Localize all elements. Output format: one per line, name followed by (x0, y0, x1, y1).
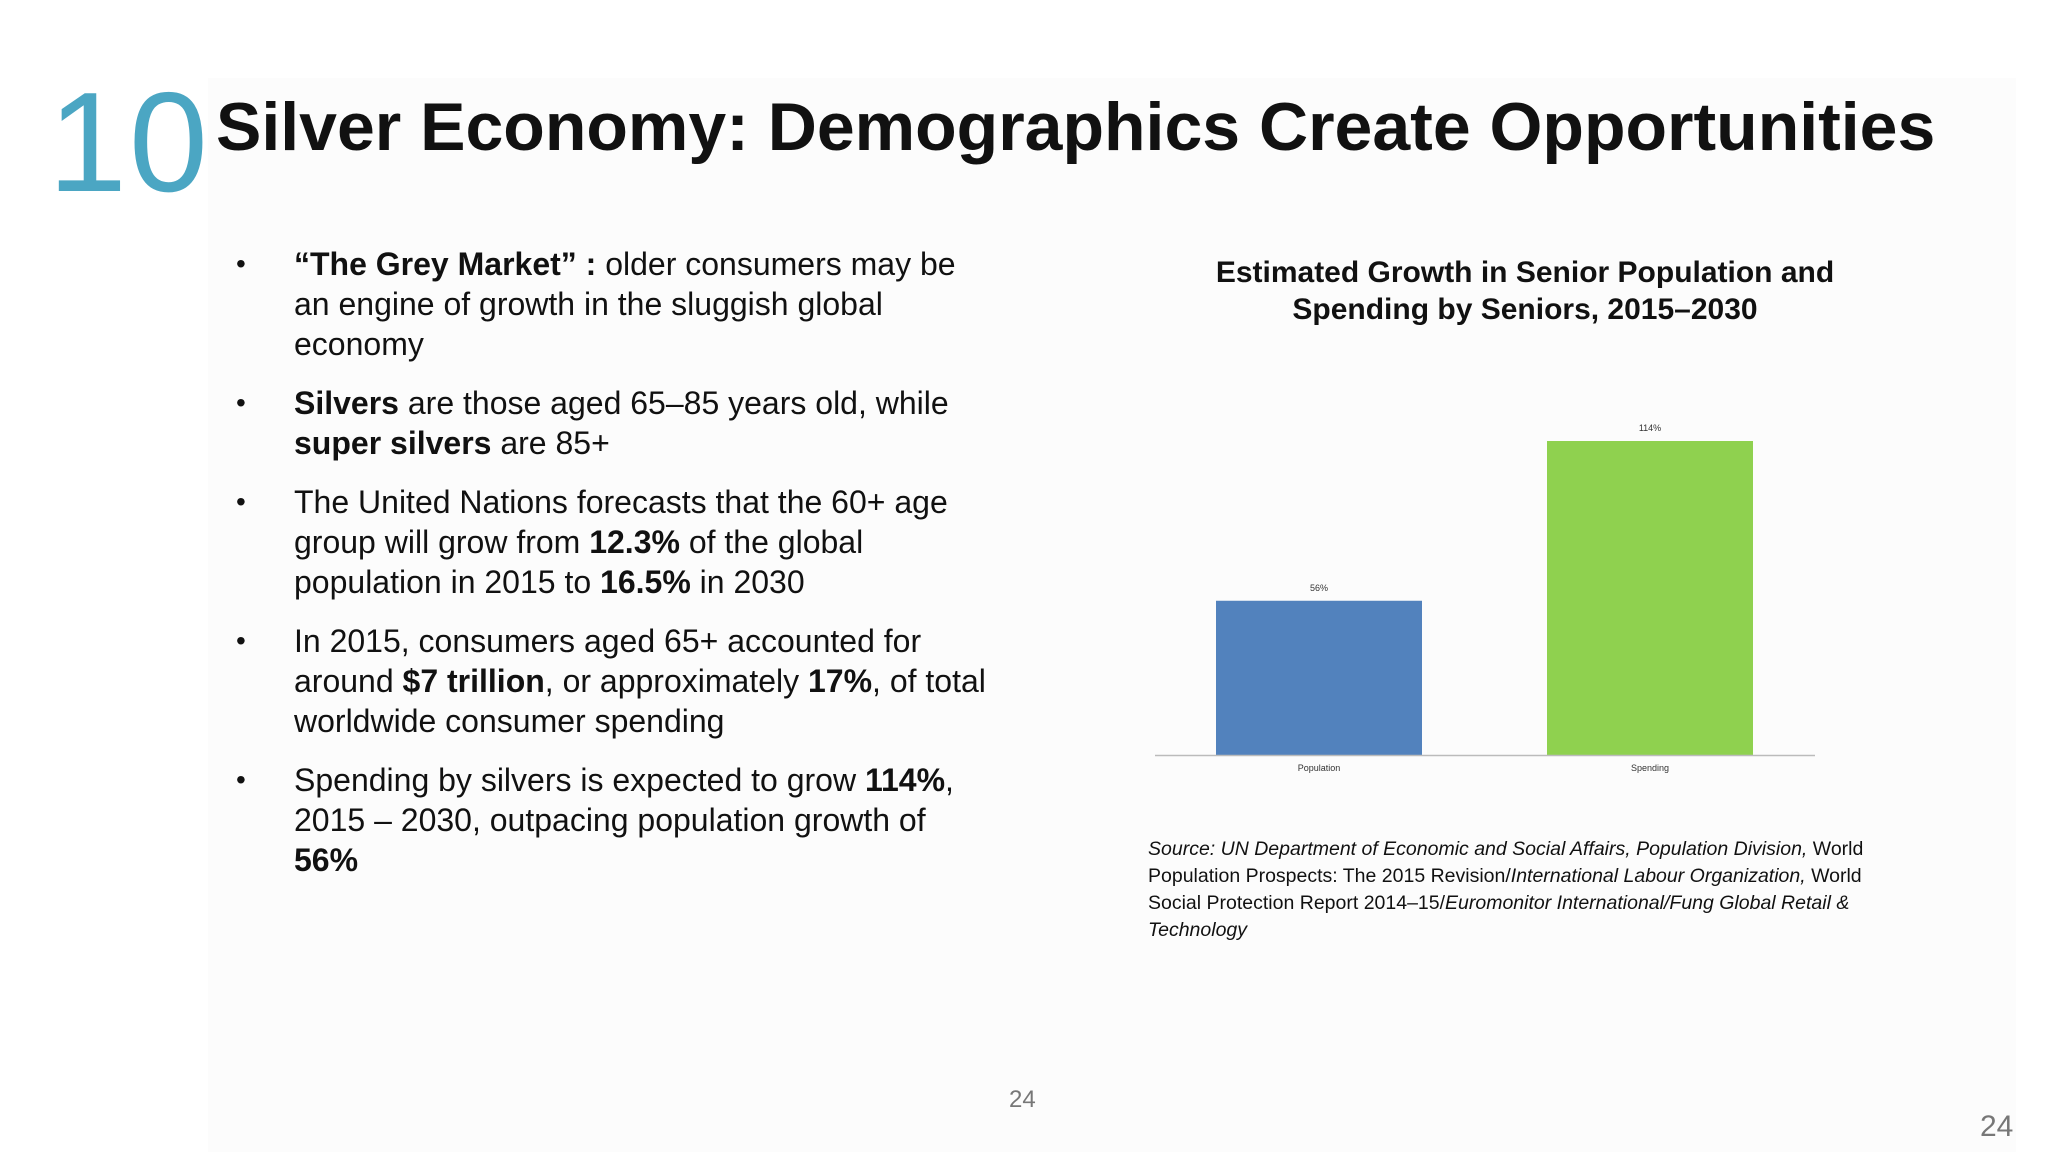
chart-title: Estimated Growth in Senior Population an… (1150, 254, 1900, 328)
source-note: Source: UN Department of Economic and So… (1148, 836, 1908, 944)
chart-title-line-1: Estimated Growth in Senior Population an… (1215, 256, 1835, 289)
bullet-item: In 2015, consumers aged 65+ accounted fo… (236, 621, 996, 741)
data-label: 114% (1639, 423, 1661, 433)
chart-title-line-2: Spending by Seniors, 2015–2030 (1292, 293, 1758, 326)
bullet-text: , or approximately (544, 663, 808, 699)
bullet-bold-text: 114% (864, 762, 946, 798)
bullet-text: older consumers may be an engine of grow… (294, 246, 956, 362)
bullet-bold-text: 12.3% (589, 524, 680, 560)
category-label: Spending (1631, 763, 1669, 773)
bullet-bold-text: 17% (808, 663, 873, 699)
bullet-bold-text: $7 trillion (402, 663, 545, 699)
page-number-corner: 24 (1980, 1110, 2014, 1143)
bullet-item: Spending by silvers is expected to grow … (236, 760, 996, 880)
source-text: International Labour Organization, (1510, 865, 1812, 887)
bullet-list: “The Grey Market” : older consumers may … (236, 244, 996, 899)
bullet-text: The United Nations forecasts that the 60… (294, 484, 948, 560)
data-label: 56% (1310, 583, 1328, 593)
bullet-item: Silvers are those aged 65–85 years old, … (236, 383, 996, 463)
bullet-bold-text: “The Grey Market” : (294, 246, 606, 282)
bullet-bold-text: super silvers (294, 425, 492, 461)
bullet-item: “The Grey Market” : older consumers may … (236, 244, 996, 364)
slide-title: Silver Economy: Demographics Create Oppo… (216, 89, 1936, 165)
bullet-text: in 2030 (690, 564, 805, 600)
bullet-text: are 85+ (491, 425, 610, 461)
source-text: World Population Prospects: The 2015 Rev… (1148, 838, 1864, 887)
bullet-text: Spending by silvers is expected to grow (294, 762, 865, 798)
source-text: World Social Protection Report 2014–15/ (1148, 865, 1862, 914)
bullet-text: In 2015, consumers aged 65+ accounted fo… (294, 623, 922, 699)
category-label: Population (1298, 763, 1341, 773)
bullet-text: are those aged 65–85 years old, while (398, 385, 949, 421)
bullet-text: of the global population in 2015 to (294, 524, 864, 600)
bullet-bold-text: 16.5% (600, 564, 691, 600)
bar-spending (1547, 441, 1753, 755)
bullet-text: , of total worldwide consumer spending (294, 663, 986, 739)
source-text: Euromonitor International/Fung Global Re… (1148, 892, 1850, 941)
bullet-bold-text: Silvers (294, 385, 399, 421)
source-text: Source: UN Department of Economic and So… (1148, 838, 1813, 860)
section-number: 10 (48, 63, 210, 222)
bullet-text: , 2015 – 2030, outpacing population grow… (294, 762, 954, 838)
bullet-bold-text: 56% (294, 842, 359, 878)
bullet-item: The United Nations forecasts that the 60… (236, 482, 996, 602)
bar-population (1216, 600, 1422, 755)
page-number-center: 24 (1009, 1086, 1036, 1113)
